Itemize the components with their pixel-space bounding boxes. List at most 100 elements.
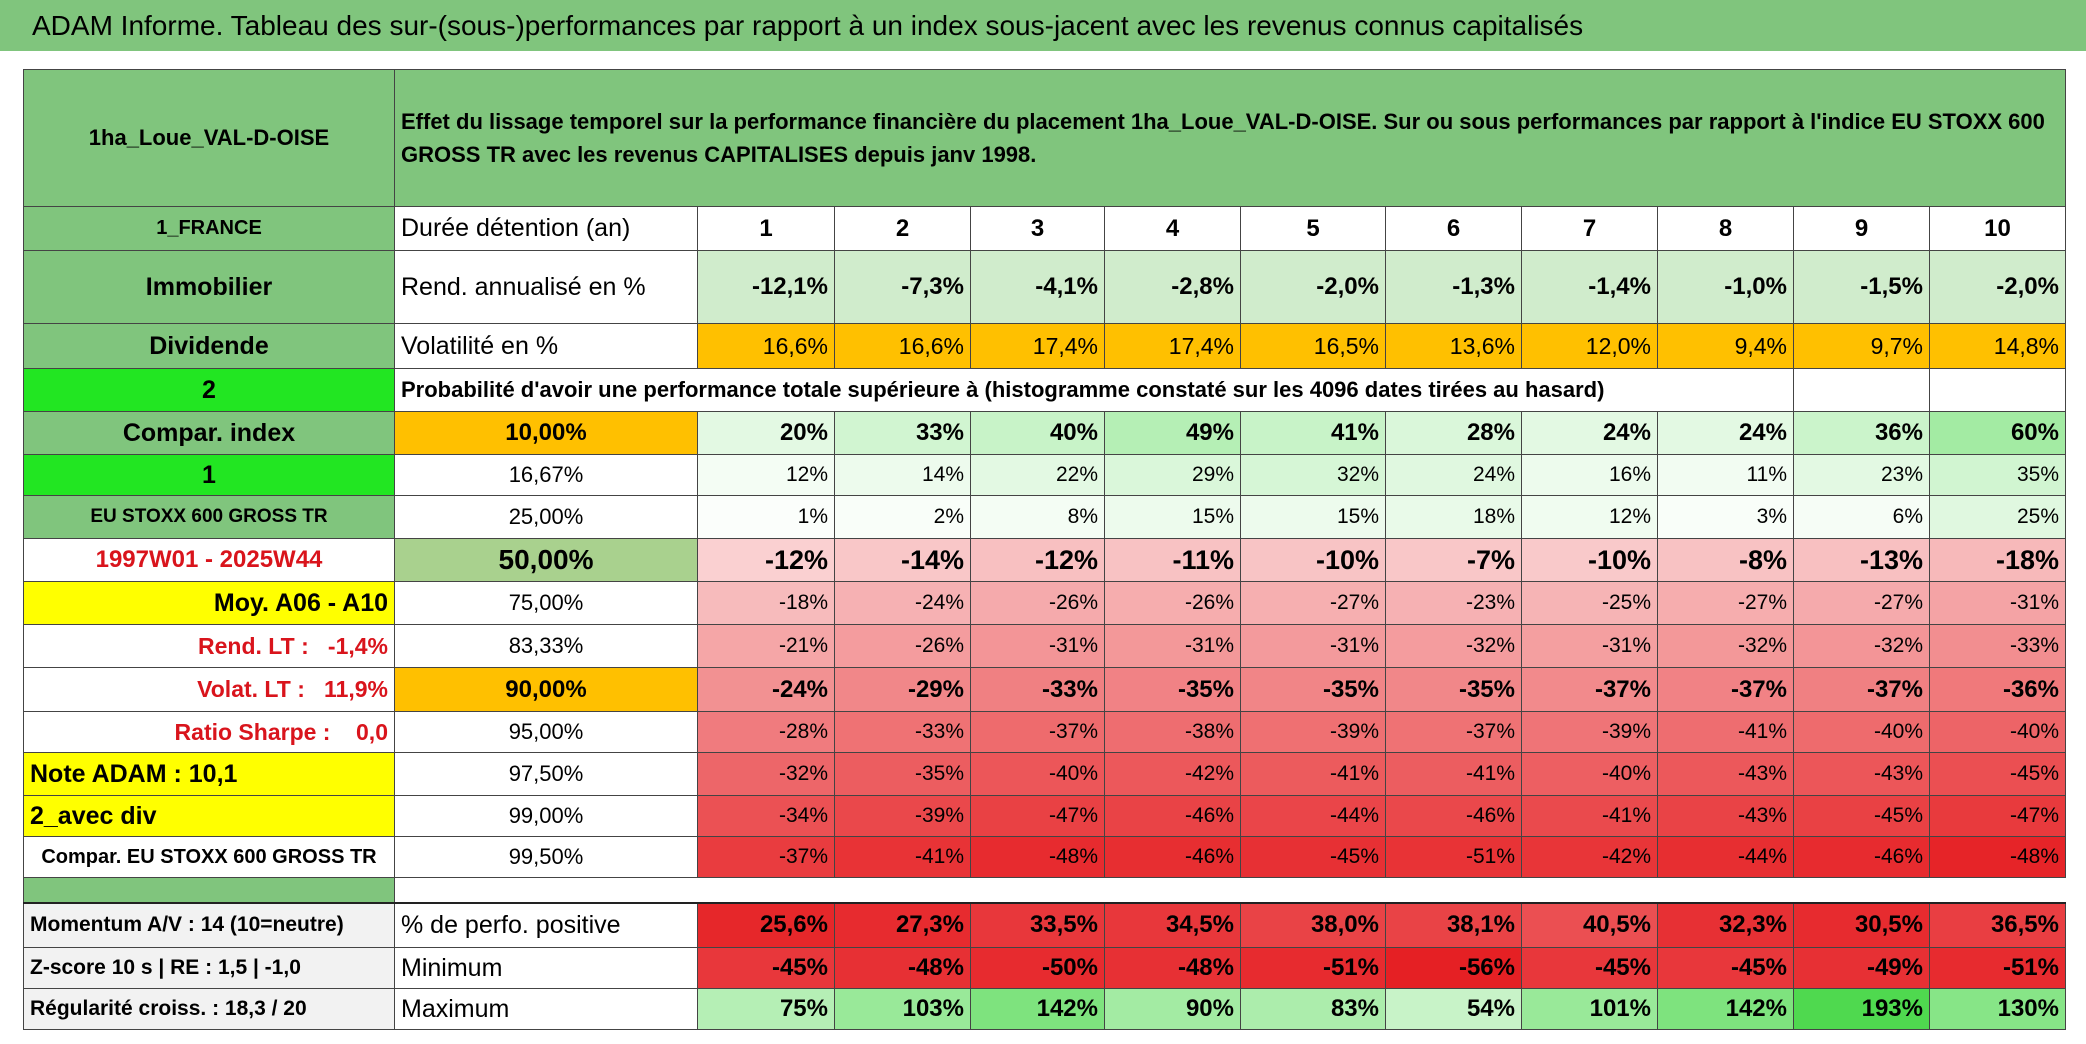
value-cell: 16,6% bbox=[697, 323, 835, 369]
value-cell: -12% bbox=[697, 538, 835, 582]
value-cell: -43% bbox=[1793, 752, 1930, 796]
value-cell: -41% bbox=[1657, 711, 1794, 753]
spacer-cell bbox=[394, 877, 2066, 904]
value-cell: 83% bbox=[1240, 988, 1386, 1030]
value-cell: 142% bbox=[970, 988, 1105, 1030]
value-cell: -43% bbox=[1657, 795, 1794, 837]
table-row: Ratio Sharpe : 0,0 95,00% -28% -33% -37% -38%… bbox=[23, 711, 2066, 753]
value-cell: 36% bbox=[1793, 411, 1930, 455]
value-cell: 3% bbox=[1657, 495, 1794, 539]
value-cell: -41% bbox=[1521, 795, 1658, 837]
value-cell: -45% bbox=[1521, 947, 1658, 989]
row-metric: Maximum bbox=[394, 988, 698, 1030]
value-cell: -1,4% bbox=[1521, 250, 1658, 324]
value-cell: 36,5% bbox=[1929, 902, 2066, 948]
value-cell: 34,5% bbox=[1104, 902, 1241, 948]
value-cell: 101% bbox=[1521, 988, 1658, 1030]
value-cell: -45% bbox=[1657, 947, 1794, 989]
table-row: Moy. A06 - A10 75,00% -18% -24% -26% -26% -27%… bbox=[23, 581, 2066, 625]
value-cell: -8% bbox=[1657, 538, 1794, 582]
value-cell: -26% bbox=[970, 581, 1105, 625]
value-cell: 1 bbox=[697, 206, 835, 251]
value-cell: 8% bbox=[970, 495, 1105, 539]
table-row: Immobilier Rend. annualisé en % -12,1% -7,3… bbox=[23, 250, 2066, 324]
row-label: 1_FRANCE bbox=[23, 206, 395, 251]
table-row: Rend. LT : -1,4% 83,33% -21% -26% -31% -31% -3… bbox=[23, 624, 2066, 668]
empty-cell bbox=[1793, 368, 1930, 412]
table-row: 2 Probabilité d'avoir une performance tot… bbox=[23, 368, 2066, 412]
value-cell: -32% bbox=[1657, 624, 1794, 668]
value-cell: -33% bbox=[834, 711, 971, 753]
value-cell: 142% bbox=[1657, 988, 1794, 1030]
value-cell: 32,3% bbox=[1657, 902, 1794, 948]
value-cell: -48% bbox=[970, 836, 1105, 878]
value-cell: -36% bbox=[1929, 667, 2066, 712]
row-metric: Minimum bbox=[394, 947, 698, 989]
value-cell: -26% bbox=[1104, 581, 1241, 625]
value-cell: -48% bbox=[1929, 836, 2066, 878]
value-cell: -34% bbox=[697, 795, 835, 837]
value-cell: -40% bbox=[970, 752, 1105, 796]
value-cell: 13,6% bbox=[1385, 323, 1522, 369]
value-cell: 25,6% bbox=[697, 902, 835, 948]
value-cell: 24% bbox=[1657, 411, 1794, 455]
row-label: 1 bbox=[23, 454, 395, 496]
table-row: Régularité croiss. : 18,3 / 20 Maximum 75%… bbox=[23, 988, 2066, 1030]
value-cell: 38,1% bbox=[1385, 902, 1522, 948]
value-cell: -7% bbox=[1385, 538, 1522, 582]
value-cell: -33% bbox=[970, 667, 1105, 712]
table-row: 2_avec div 99,00% -34% -39% -47% -46% -44% -46%… bbox=[23, 795, 2066, 837]
value-cell: -40% bbox=[1793, 711, 1930, 753]
value-cell: 17,4% bbox=[1104, 323, 1241, 369]
row-metric: Rend. annualisé en % bbox=[394, 250, 698, 324]
row-label: 2_avec div bbox=[23, 795, 395, 837]
value-cell: -37% bbox=[697, 836, 835, 878]
value-cell: -41% bbox=[1385, 752, 1522, 796]
value-cell: 23% bbox=[1793, 454, 1930, 496]
row-metric: 25,00% bbox=[394, 495, 698, 539]
value-cell: -32% bbox=[697, 752, 835, 796]
row-metric: 83,33% bbox=[394, 624, 698, 668]
value-cell: 5 bbox=[1240, 206, 1386, 251]
row-label: Rend. LT : -1,4% bbox=[23, 624, 395, 668]
row-metric: 75,00% bbox=[394, 581, 698, 625]
value-cell: -35% bbox=[834, 752, 971, 796]
value-cell: 38,0% bbox=[1240, 902, 1386, 948]
table-row: Compar. EU STOXX 600 GROSS TR 99,50% -37% -… bbox=[23, 836, 2066, 878]
value-cell: -37% bbox=[1793, 667, 1930, 712]
row-metric: 50,00% bbox=[394, 538, 698, 582]
row-metric: Durée détention (an) bbox=[394, 206, 698, 251]
value-cell: -47% bbox=[970, 795, 1105, 837]
value-cell: -1,3% bbox=[1385, 250, 1522, 324]
value-cell: 15% bbox=[1104, 495, 1241, 539]
description: Effet du lissage temporel sur la perform… bbox=[394, 69, 2066, 207]
value-cell: 10 bbox=[1929, 206, 2066, 251]
value-cell: -56% bbox=[1385, 947, 1522, 989]
value-cell: 60% bbox=[1929, 411, 2066, 455]
value-cell: -46% bbox=[1385, 795, 1522, 837]
row-metric: Probabilité d'avoir une performance tota… bbox=[394, 368, 1794, 412]
value-cell: -39% bbox=[1240, 711, 1386, 753]
value-cell: 9 bbox=[1793, 206, 1930, 251]
value-cell: 6% bbox=[1793, 495, 1930, 539]
row-label: Compar. EU STOXX 600 GROSS TR bbox=[23, 836, 395, 878]
value-cell: -40% bbox=[1521, 752, 1658, 796]
value-cell: -42% bbox=[1521, 836, 1658, 878]
value-cell: 3 bbox=[970, 206, 1105, 251]
value-cell: 16,5% bbox=[1240, 323, 1386, 369]
value-cell: 30,5% bbox=[1793, 902, 1930, 948]
value-cell: -47% bbox=[1929, 795, 2066, 837]
row-metric: % de perfo. positive bbox=[394, 902, 698, 948]
value-cell: -41% bbox=[1240, 752, 1386, 796]
value-cell: -18% bbox=[1929, 538, 2066, 582]
row-metric: 90,00% bbox=[394, 667, 698, 712]
value-cell: 16% bbox=[1521, 454, 1658, 496]
value-cell: -45% bbox=[1929, 752, 2066, 796]
value-cell: 17,4% bbox=[970, 323, 1105, 369]
value-cell: -27% bbox=[1793, 581, 1930, 625]
value-cell: -27% bbox=[1240, 581, 1386, 625]
row-metric: 97,50% bbox=[394, 752, 698, 796]
value-cell: -45% bbox=[1240, 836, 1386, 878]
value-cell: -29% bbox=[834, 667, 971, 712]
